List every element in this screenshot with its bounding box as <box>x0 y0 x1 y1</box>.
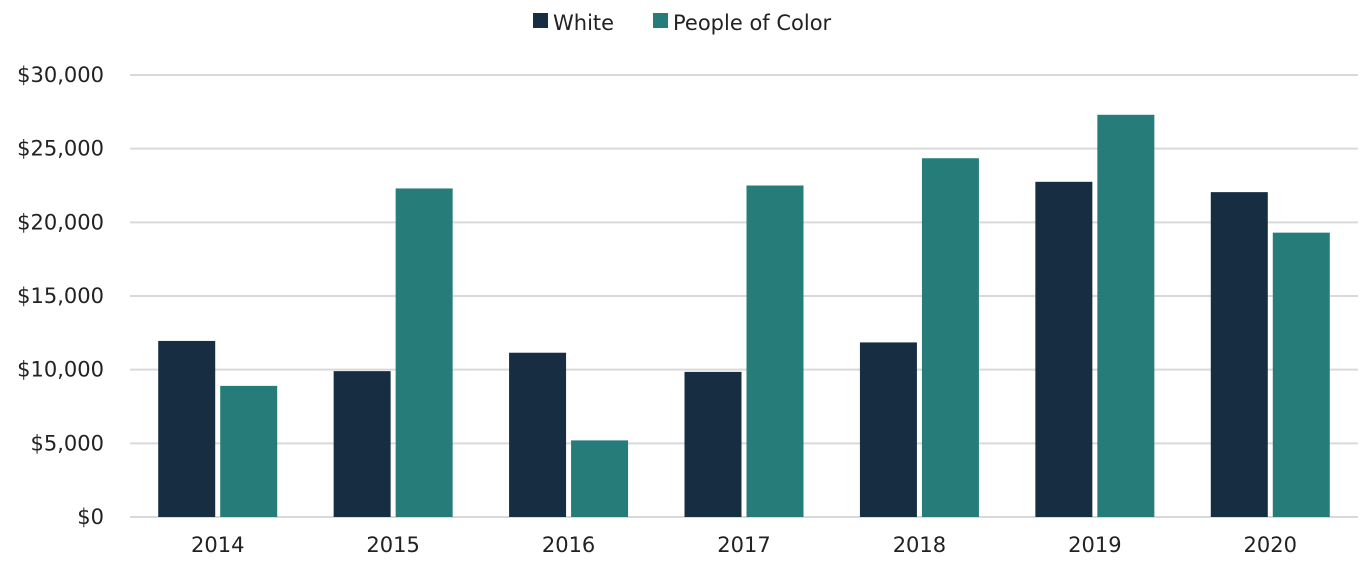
legend-label-people-of-color: People of Color <box>673 11 832 35</box>
x-axis: 2014 2015 2016 2017 2018 2019 2020 <box>191 533 1297 557</box>
legend-label-white: White <box>553 11 614 35</box>
bar-people-of-color-2018 <box>921 158 979 517</box>
y-tick-label: $30,000 <box>17 63 104 87</box>
bar-people-of-color-2019 <box>1097 114 1155 517</box>
bar-white-2017 <box>684 371 742 517</box>
y-tick-label: $25,000 <box>17 137 104 161</box>
x-tick-label: 2014 <box>191 533 244 557</box>
x-tick-label: 2017 <box>717 533 770 557</box>
gridlines <box>130 74 1358 518</box>
bar-people-of-color-2020 <box>1272 232 1330 517</box>
legend: White People of Color <box>533 11 832 35</box>
legend-swatch-people-of-color <box>653 13 668 28</box>
bar-white-2020 <box>1210 192 1268 517</box>
y-axis: $0 $5,000 $10,000 $15,000 $20,000 $25,000 $30,… <box>17 63 104 529</box>
x-tick-label: 2015 <box>366 533 419 557</box>
bar-people-of-color-2017 <box>746 185 804 517</box>
bars <box>158 114 1330 518</box>
legend-swatch-white <box>533 13 548 28</box>
bar-white-2016 <box>509 352 567 517</box>
x-tick-label: 2019 <box>1068 533 1121 557</box>
bar-people-of-color-2015 <box>395 188 453 518</box>
x-tick-label: 2020 <box>1244 533 1297 557</box>
x-tick-label: 2018 <box>893 533 946 557</box>
bar-white-2015 <box>333 371 391 517</box>
y-tick-label: $15,000 <box>17 284 104 308</box>
y-tick-label: $0 <box>77 505 104 529</box>
bar-white-2014 <box>158 340 216 517</box>
x-tick-label: 2016 <box>542 533 595 557</box>
bar-people-of-color-2016 <box>571 440 629 517</box>
y-tick-label: $10,000 <box>17 358 104 382</box>
y-tick-label: $20,000 <box>17 210 104 234</box>
bar-white-2019 <box>1035 181 1093 518</box>
y-tick-label: $5,000 <box>31 431 104 455</box>
bar-people-of-color-2014 <box>220 385 278 517</box>
bar-white-2018 <box>859 342 917 517</box>
